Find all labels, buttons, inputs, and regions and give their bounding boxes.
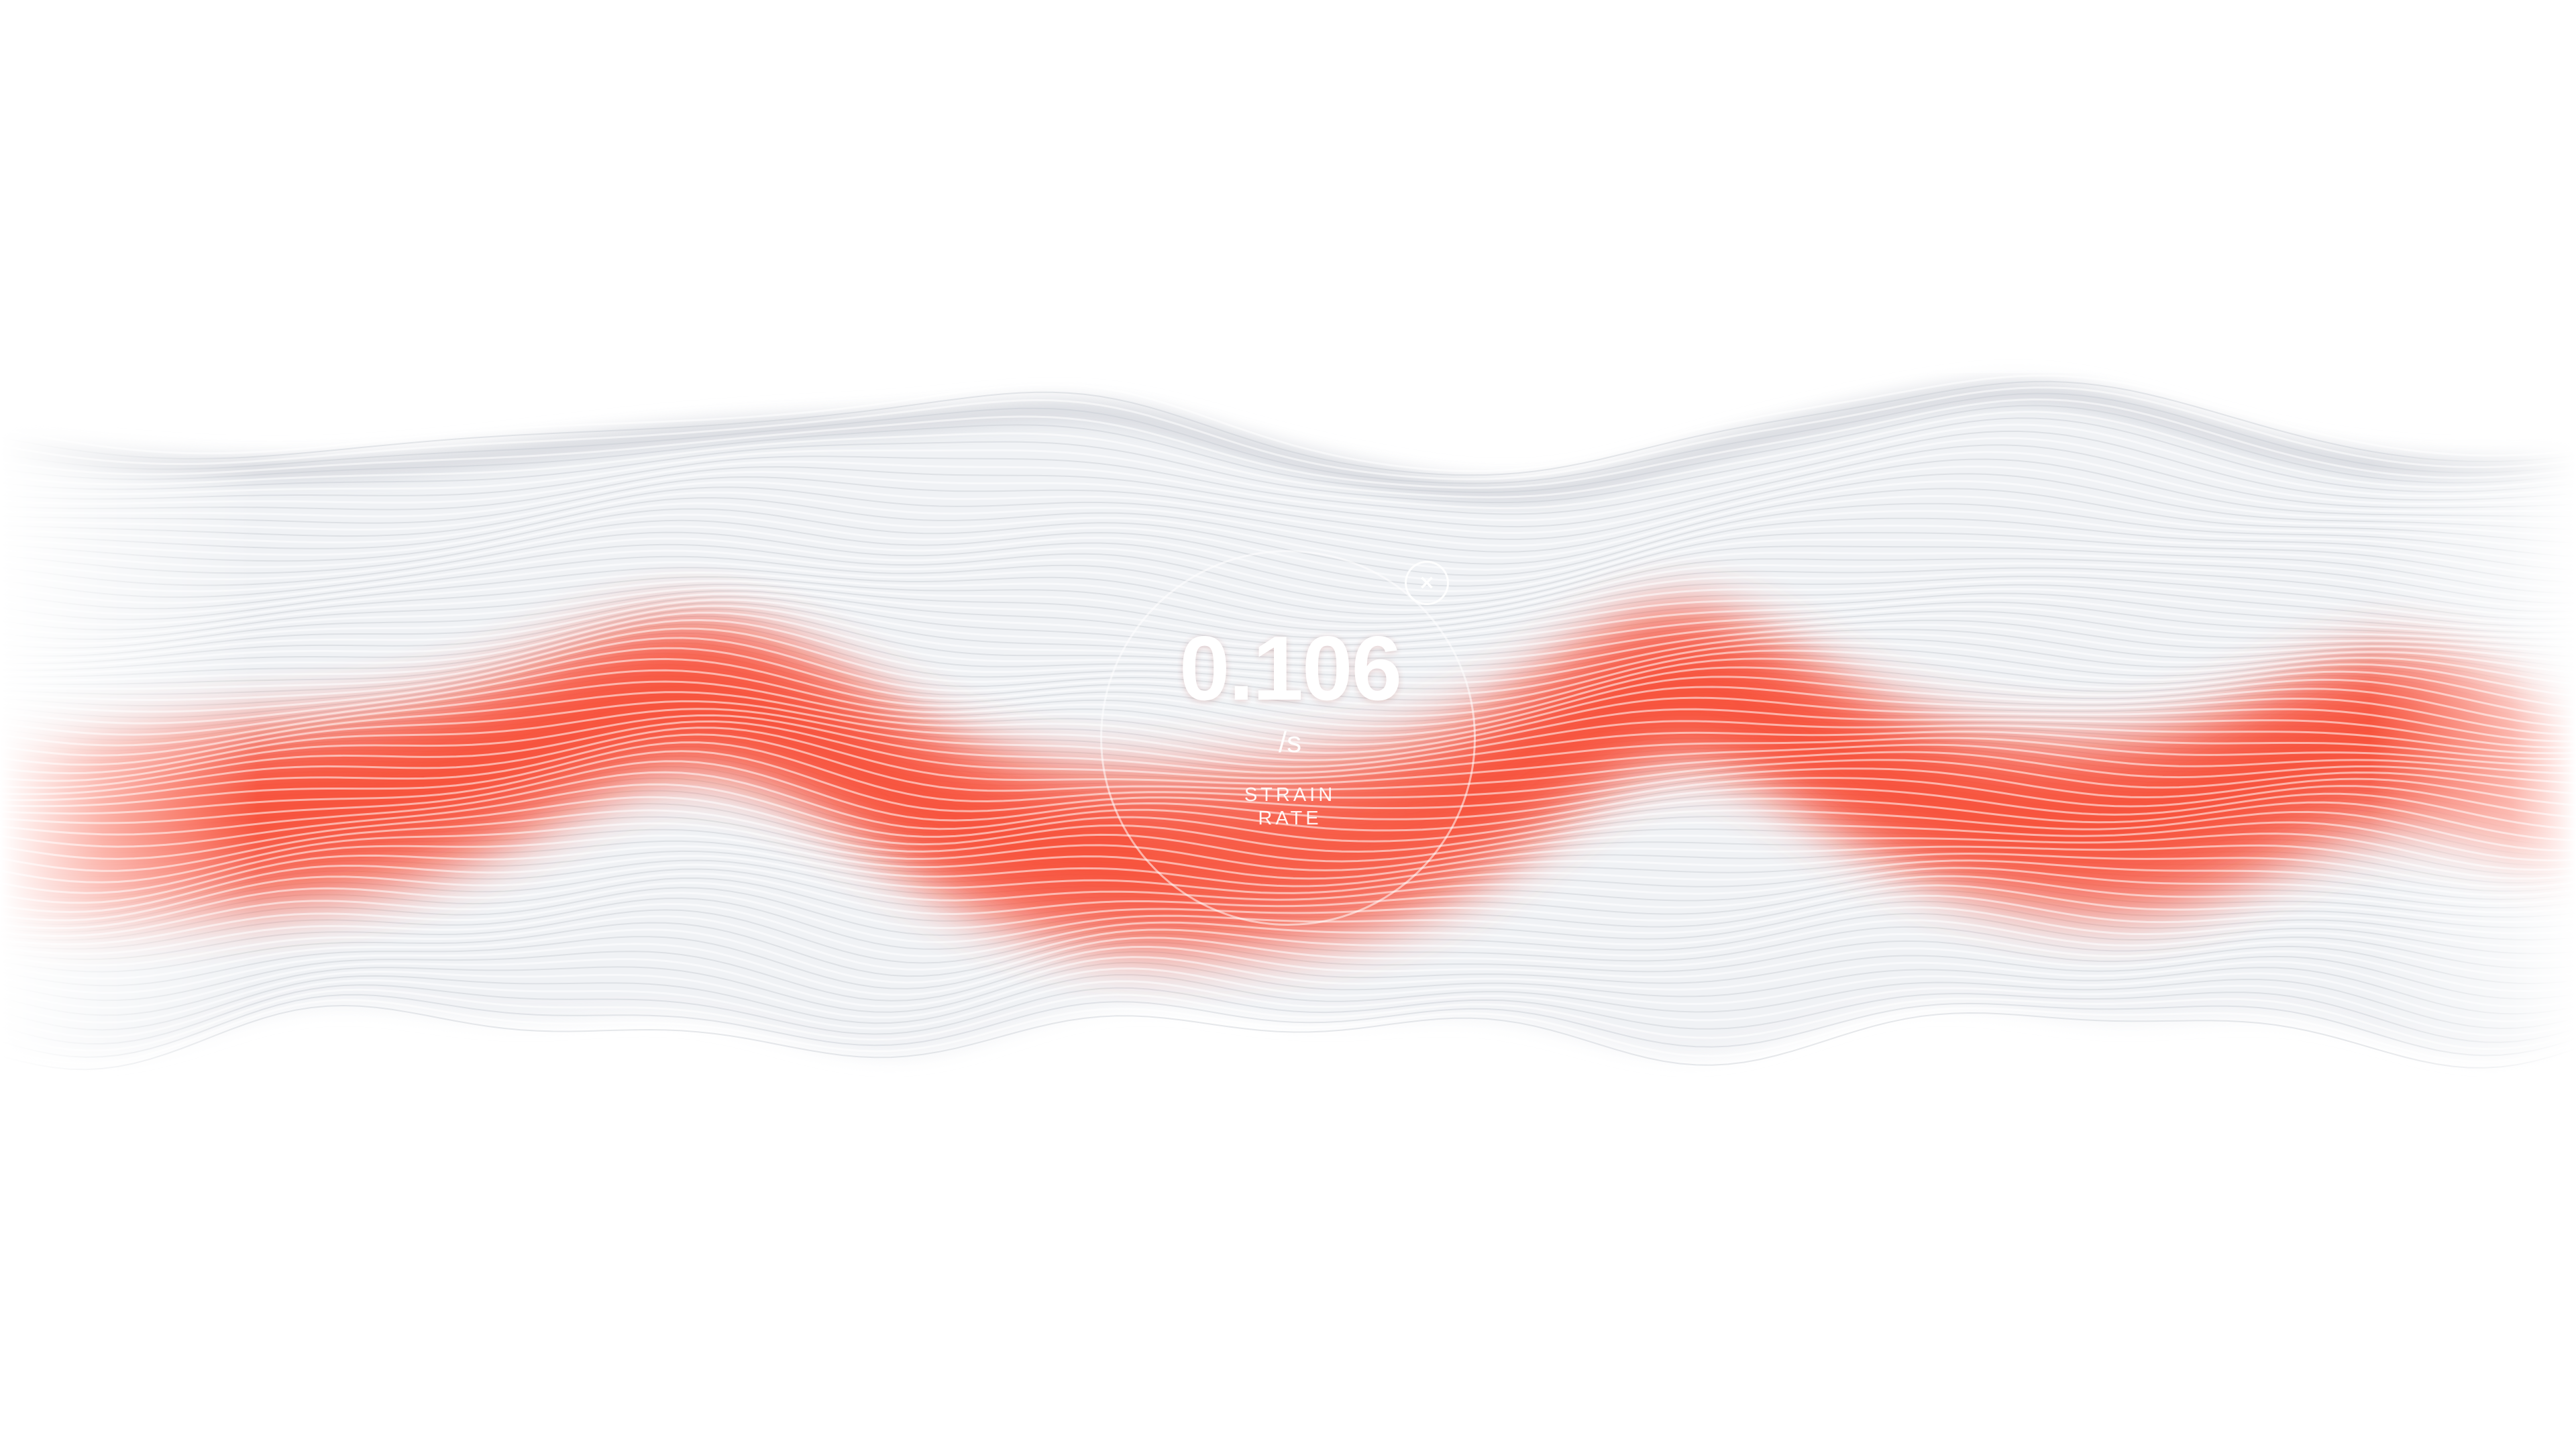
strain-rate-unit: /s bbox=[1278, 726, 1302, 759]
strain-rate-value: 0.106 bbox=[1179, 617, 1402, 719]
strain-rate-label-line1: STRAIN bbox=[1244, 784, 1336, 806]
strain-rate-label-line2: RATE bbox=[1258, 808, 1322, 829]
close-icon: × bbox=[1418, 571, 1436, 594]
strain-rate-label: STRAIN RATE bbox=[1102, 784, 1478, 830]
close-button[interactable]: × bbox=[1405, 561, 1449, 605]
strain-rate-readout: 0.106 /s STRAIN RATE bbox=[1100, 550, 1476, 926]
